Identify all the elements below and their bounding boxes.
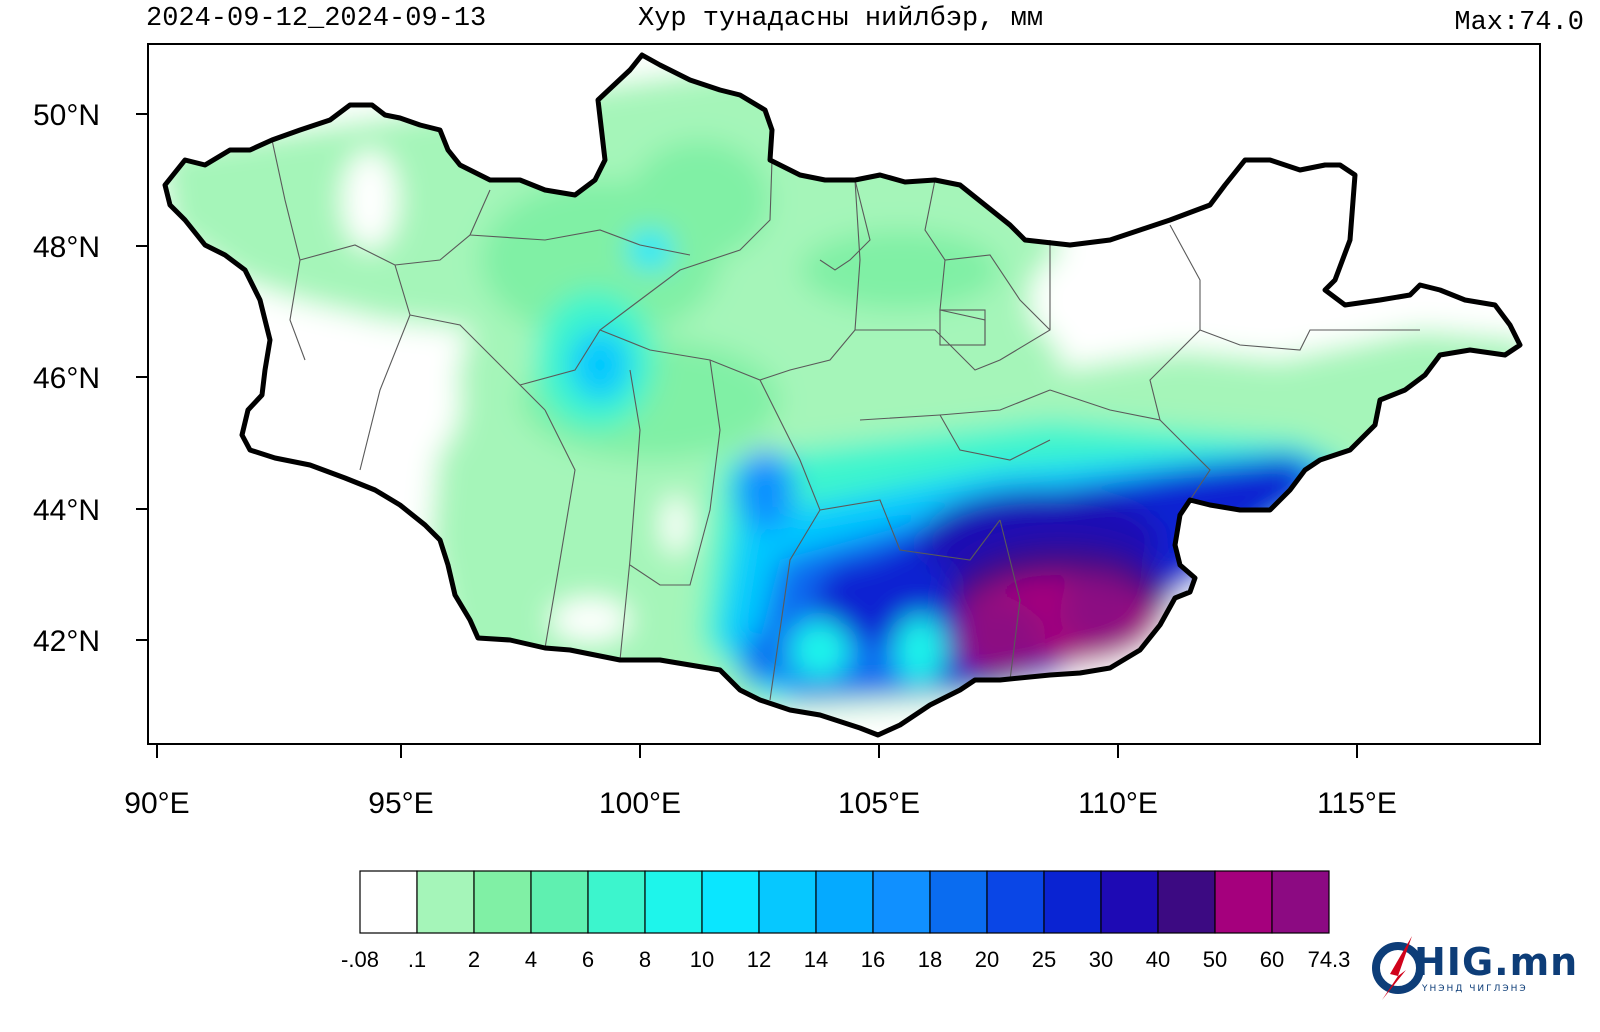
color-scale-label: 50	[1203, 947, 1227, 972]
color-scale-label: 4	[525, 947, 537, 972]
color-scale-swatch	[644, 870, 703, 934]
color-scale-label: 74.3	[1308, 947, 1351, 972]
latitude-label: 46°N	[33, 362, 100, 395]
color-scale-swatch	[929, 870, 988, 934]
max-value-label: Max:74.0	[1454, 8, 1584, 38]
color-scale-label: 12	[747, 947, 771, 972]
color-scale-swatch	[416, 870, 475, 934]
color-scale-swatch	[1043, 870, 1102, 934]
plot-frame	[147, 43, 1541, 745]
longitude-axis: 90°E 95°E 100°E 105°E 110°E 115°E	[124, 744, 1397, 820]
color-scale-label: 2	[468, 947, 480, 972]
site-logo: HIG.mn ҮНЭНД ЧИГЛЭНЭ	[1368, 934, 1578, 1004]
color-scale-label: 14	[804, 947, 828, 972]
latitude-label: 44°N	[33, 494, 100, 527]
color-scale-swatch	[530, 870, 589, 934]
color-scale-label: 8	[639, 947, 651, 972]
color-scale-label: 20	[975, 947, 999, 972]
color-scale-bar: -.08 .1 2 4 6 8 10 12 14 16 18 20 25 30 40 50 60 74.3	[341, 870, 1351, 972]
color-scale-swatch	[815, 870, 874, 934]
color-scale-swatch	[701, 870, 760, 934]
color-scale-label: 18	[918, 947, 942, 972]
precipitation-field	[165, 55, 1520, 735]
color-scale-swatch	[758, 870, 817, 934]
color-scale-swatch	[359, 870, 418, 934]
color-scale-swatch	[1271, 870, 1330, 934]
latitude-label: 42°N	[33, 625, 100, 658]
color-scale-swatch	[872, 870, 931, 934]
color-scale-label: 40	[1146, 947, 1170, 972]
map-title: Хур тунадасны нийлбэр, мм	[638, 4, 1044, 34]
color-scale-swatch	[1157, 870, 1216, 934]
compass-logo-icon	[1372, 936, 1424, 1000]
color-scale-label: .1	[408, 947, 426, 972]
longitude-label: 100°E	[599, 787, 681, 820]
latitude-axis: 50°N 48°N 46°N 44°N 42°N	[33, 99, 148, 658]
date-range-label: 2024-09-12_2024-09-13	[146, 4, 487, 34]
color-scale-swatch	[1214, 870, 1273, 934]
color-scale-swatch	[473, 870, 532, 934]
color-scale-label: 6	[582, 947, 594, 972]
logo-tagline: ҮНЭНД ЧИГЛЭНЭ	[1422, 984, 1528, 994]
latitude-label: 48°N	[33, 231, 100, 264]
latitude-label: 50°N	[33, 99, 100, 132]
color-scale-label: 30	[1089, 947, 1113, 972]
color-scale-swatch	[986, 870, 1045, 934]
color-scale-swatch	[587, 870, 646, 934]
color-scale-swatch	[1100, 870, 1159, 934]
longitude-label: 95°E	[368, 787, 433, 820]
longitude-label: 115°E	[1317, 787, 1397, 820]
color-scale-label: 60	[1260, 947, 1284, 972]
color-scale-label: 10	[690, 947, 714, 972]
country-outline	[162, 52, 1523, 738]
longitude-label: 105°E	[838, 787, 920, 820]
longitude-label: 110°E	[1078, 787, 1158, 820]
province-boundaries	[271, 139, 1420, 701]
color-scale-label: 25	[1032, 947, 1056, 972]
logo-text: HIG.mn	[1414, 940, 1579, 984]
color-scale-label: 16	[861, 947, 885, 972]
longitude-label: 90°E	[124, 787, 189, 820]
color-scale-label: -.08	[341, 947, 379, 972]
